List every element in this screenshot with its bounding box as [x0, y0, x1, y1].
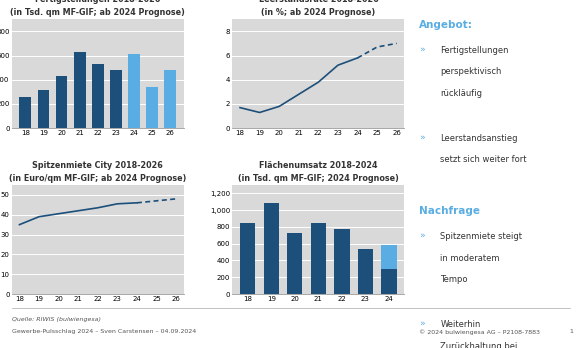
Text: 1: 1 — [569, 329, 573, 334]
Title: Leerstandsrate 2018-2026
(in %; ab 2024 Prognose): Leerstandsrate 2018-2026 (in %; ab 2024 … — [258, 0, 378, 17]
Text: in moderatem: in moderatem — [441, 254, 500, 263]
Bar — [128, 54, 140, 128]
Text: Spitzenmiete steigt: Spitzenmiete steigt — [441, 232, 523, 241]
Bar — [358, 249, 373, 294]
Title: Fertigstellungen 2018-2026
(in Tsd. qm MF-GIF; ab 2024 Prognose): Fertigstellungen 2018-2026 (in Tsd. qm M… — [10, 0, 185, 17]
Text: setzt sich weiter fort: setzt sich weiter fort — [441, 156, 527, 165]
Text: Leerstandsanstieg: Leerstandsanstieg — [441, 134, 518, 143]
Text: Zurückhaltung bei: Zurückhaltung bei — [441, 342, 518, 348]
Bar — [381, 269, 397, 294]
Bar — [240, 223, 255, 294]
Bar — [19, 97, 31, 128]
Text: Fertigstellungen: Fertigstellungen — [441, 46, 509, 55]
Text: Gewerbe-Pulsschlag 2024 – Sven Carstensen – 04.09.2024: Gewerbe-Pulsschlag 2024 – Sven Carstense… — [12, 329, 196, 334]
Text: »: » — [420, 46, 425, 55]
Text: »: » — [420, 232, 425, 241]
Title: Flächenumsatz 2018-2024
(in Tsd. qm MF-GIF; 2024 Prognose): Flächenumsatz 2018-2024 (in Tsd. qm MF-G… — [238, 161, 399, 183]
Bar — [287, 233, 303, 294]
Text: perspektivisch: perspektivisch — [441, 68, 502, 76]
Bar — [38, 90, 49, 128]
Bar — [110, 70, 122, 128]
Text: rückläufig: rückläufig — [441, 89, 482, 98]
Bar — [74, 52, 86, 128]
Bar — [56, 76, 68, 128]
Bar — [311, 223, 326, 294]
Bar — [164, 70, 176, 128]
Text: Tempo: Tempo — [441, 275, 468, 284]
Text: »: » — [420, 134, 425, 143]
Text: Nachfrage: Nachfrage — [420, 206, 480, 216]
Text: »: » — [420, 320, 425, 329]
Text: © 2024 bulwiengesa AG – P2108-7883: © 2024 bulwiengesa AG – P2108-7883 — [419, 329, 540, 334]
Bar — [381, 245, 397, 269]
Text: Quelle: RIWIS (bulwiengesa): Quelle: RIWIS (bulwiengesa) — [12, 317, 101, 322]
Bar — [334, 229, 350, 294]
Bar — [92, 64, 104, 128]
Text: Weiterhin: Weiterhin — [441, 320, 481, 329]
Title: Spitzenmiete City 2018-2026
(in Euro/qm MF-GIF; ab 2024 Prognose): Spitzenmiete City 2018-2026 (in Euro/qm … — [9, 161, 186, 183]
Bar — [264, 204, 279, 294]
Bar — [146, 87, 158, 128]
Text: Angebot:: Angebot: — [420, 20, 473, 30]
